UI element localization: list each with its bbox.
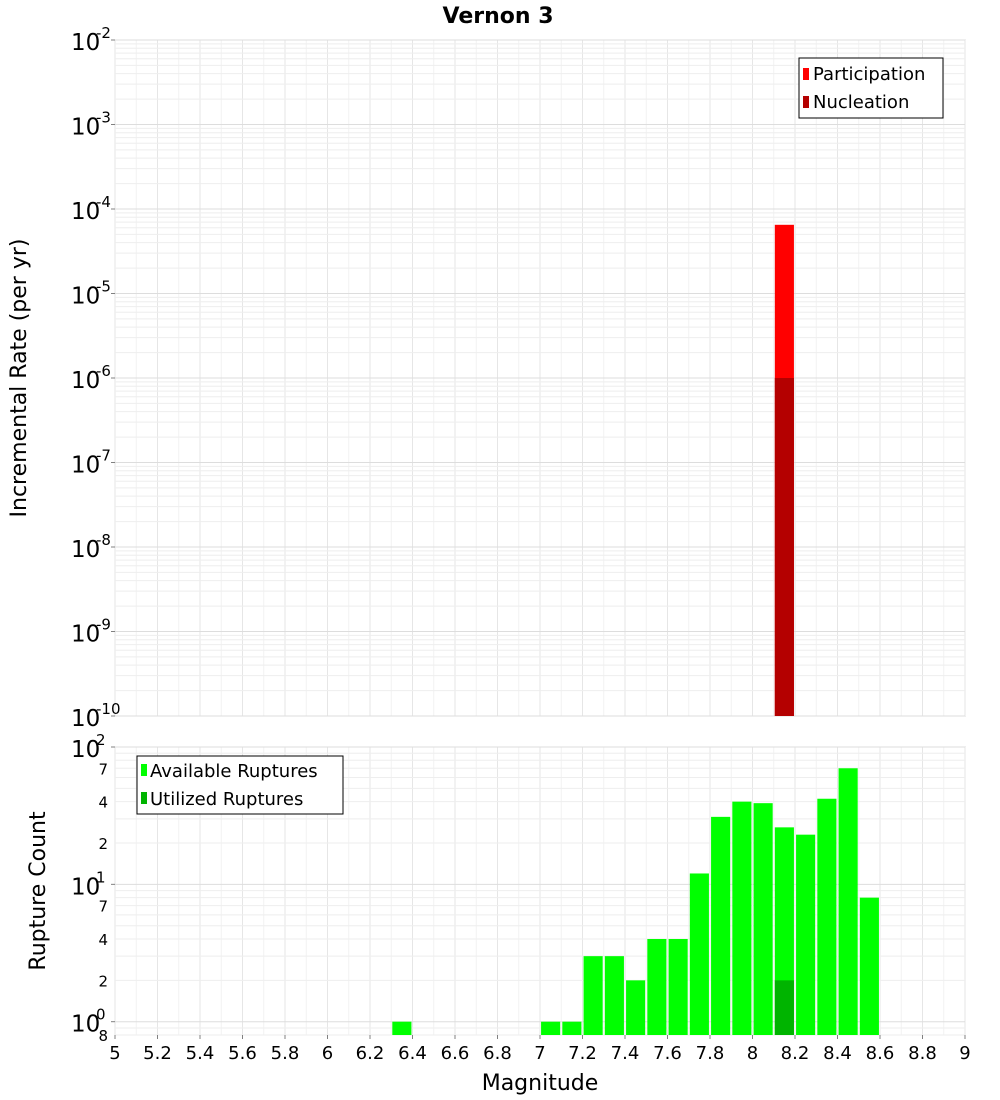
bar-available-ruptures (859, 897, 879, 1035)
rate-bars (774, 224, 794, 716)
x-tick-label: 8.2 (781, 1043, 810, 1064)
bar-available-ruptures (668, 939, 688, 1035)
y-tick-exponent: -10 (96, 700, 121, 718)
y-minor-tick-label: 7 (98, 898, 108, 916)
x-tick-label: 7.2 (568, 1043, 597, 1064)
x-tick-label: 8.4 (823, 1043, 852, 1064)
x-tick-label: 7.4 (611, 1043, 640, 1064)
y-tick-exponent: -7 (96, 447, 111, 465)
y-tick-label: 10 (71, 453, 100, 479)
x-tick-label: 6.4 (398, 1043, 427, 1064)
y-tick-exponent: -4 (96, 193, 111, 211)
y-tick-label: 10 (71, 874, 100, 900)
y-tick-label: 10 (71, 1012, 100, 1038)
x-tick-label: 5.4 (186, 1043, 215, 1064)
x-tick-label: 6.2 (356, 1043, 385, 1064)
legend-swatch-utilized (141, 792, 147, 804)
y-tick-label: 10 (71, 706, 100, 732)
legend-label-available: Available Ruptures (150, 761, 318, 782)
y-tick-exponent: -9 (96, 616, 111, 634)
bar-available-ruptures (626, 980, 646, 1035)
count-bars (392, 768, 879, 1035)
rate-y-ticks: 10-210-310-410-510-610-710-810-910-10 (71, 24, 121, 732)
rate-panel: 10-210-310-410-510-610-710-810-910-10 In… (7, 24, 966, 732)
x-tick-label: 8.8 (908, 1043, 937, 1064)
legend-label-participation: Participation (813, 64, 925, 85)
bar-utilized-ruptures (774, 980, 794, 1035)
legend-swatch-nucleation (803, 96, 809, 108)
x-tick-label: 7 (534, 1043, 545, 1064)
bar-available-ruptures (604, 956, 624, 1035)
x-tick-label: 9 (959, 1043, 970, 1064)
y-tick-exponent: 0 (96, 1006, 106, 1024)
y-minor-tick-label: 4 (98, 931, 108, 949)
legend-swatch-participation (803, 68, 809, 80)
x-tick-label: 6 (322, 1043, 333, 1064)
x-tick-label: 5 (109, 1043, 120, 1064)
rate-legend-box (798, 57, 944, 119)
bar-available-ruptures (817, 798, 837, 1035)
bar-available-ruptures (838, 768, 858, 1035)
bar-available-ruptures (796, 834, 816, 1035)
count-y-axis-label: Rupture Count (26, 811, 51, 971)
x-tick-label: 6.8 (483, 1043, 512, 1064)
bar-available-ruptures (647, 939, 667, 1035)
y-tick-exponent: -3 (96, 109, 111, 127)
count-legend: Available Ruptures Utilized Ruptures (136, 755, 344, 815)
x-tick-label: 5.6 (228, 1043, 257, 1064)
y-tick-label: 10 (71, 368, 100, 394)
bar-available-ruptures (562, 1021, 582, 1035)
y-minor-tick-label: 7 (98, 760, 108, 778)
bar-available-ruptures (732, 801, 752, 1035)
x-tick-label: 6.6 (441, 1043, 470, 1064)
y-tick-label: 10 (71, 115, 100, 141)
bar-available-ruptures (541, 1021, 561, 1035)
y-minor-tick-label: 2 (98, 972, 108, 990)
y-minor-tick-label: 8 (98, 1027, 108, 1045)
y-tick-exponent: -5 (96, 278, 111, 296)
x-tick-label: 5.8 (271, 1043, 300, 1064)
legend-swatch-available (141, 764, 147, 776)
y-tick-label: 10 (71, 199, 100, 225)
x-axis-label: Magnitude (482, 1071, 599, 1096)
x-ticks: 5 5.2 5.4 5.6 5.8 6 6.2 6.4 6.6 6.8 7 7.2 7.4 7.6 7.8 8… (109, 1035, 971, 1064)
y-tick-exponent: 1 (96, 868, 106, 886)
y-tick-label: 10 (71, 284, 100, 310)
x-tick-label: 7.8 (696, 1043, 725, 1064)
chart-title: Vernon 3 (443, 4, 554, 29)
bar-available-ruptures (711, 816, 731, 1035)
x-tick-label: 5.2 (143, 1043, 172, 1064)
rate-grid (114, 39, 966, 717)
y-tick-label: 10 (71, 30, 100, 56)
rate-legend: Participation Nucleation (798, 57, 944, 119)
y-tick-exponent: -8 (96, 531, 111, 549)
rate-y-axis-label: Incremental Rate (per yr) (7, 239, 32, 518)
bar-nucleation (774, 378, 794, 716)
bar-available-ruptures (583, 956, 603, 1035)
y-minor-tick-label: 4 (98, 794, 108, 812)
y-tick-exponent: -6 (96, 362, 111, 380)
y-minor-tick-label: 2 (98, 835, 108, 853)
count-legend-box (136, 755, 344, 815)
bar-available-ruptures (689, 873, 709, 1035)
y-tick-exponent: 2 (96, 731, 106, 749)
x-tick-label: 8 (747, 1043, 758, 1064)
legend-label-utilized: Utilized Ruptures (150, 789, 303, 810)
y-tick-exponent: -2 (96, 24, 111, 42)
x-tick-label: 7.6 (653, 1043, 682, 1064)
y-tick-label: 10 (71, 737, 100, 763)
bar-available-ruptures (392, 1021, 412, 1035)
bar-available-ruptures (753, 803, 773, 1035)
y-tick-label: 10 (71, 537, 100, 563)
x-tick-label: 8.6 (866, 1043, 895, 1064)
legend-label-nucleation: Nucleation (813, 92, 909, 113)
y-tick-label: 10 (71, 622, 100, 648)
